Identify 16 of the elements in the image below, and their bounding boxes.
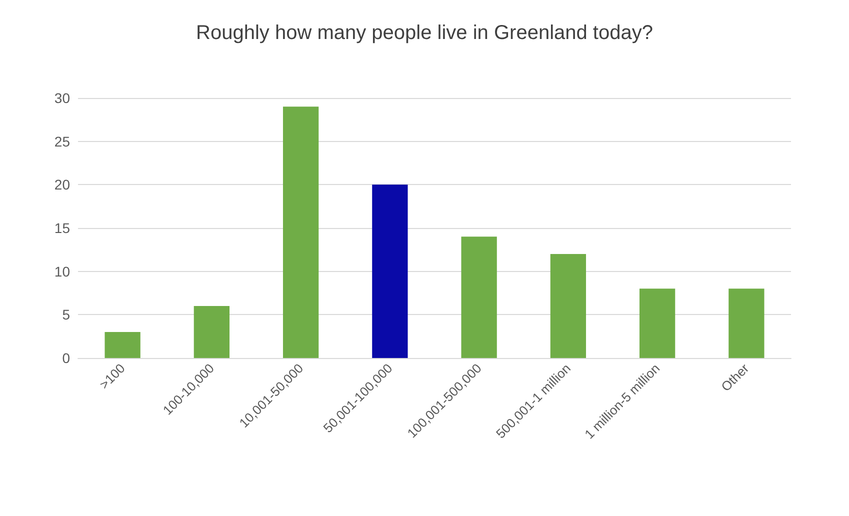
- y-tick-label: 25: [54, 133, 70, 150]
- chart-title: Roughly how many people live in Greenland today?: [196, 22, 653, 44]
- y-tick-label: 15: [54, 220, 70, 236]
- bar: [550, 254, 586, 358]
- y-tick-label: 0: [62, 350, 70, 366]
- y-tick-label: 5: [62, 306, 70, 323]
- bar: [372, 184, 408, 358]
- bar: [461, 236, 497, 358]
- bar: [194, 306, 230, 358]
- y-tick-label: 10: [54, 263, 70, 280]
- bar: [639, 288, 676, 358]
- bar: [104, 332, 140, 358]
- bar: [282, 106, 319, 358]
- bar: [728, 288, 764, 358]
- y-tick-label: 30: [54, 90, 70, 106]
- y-tick-label: 20: [54, 176, 70, 193]
